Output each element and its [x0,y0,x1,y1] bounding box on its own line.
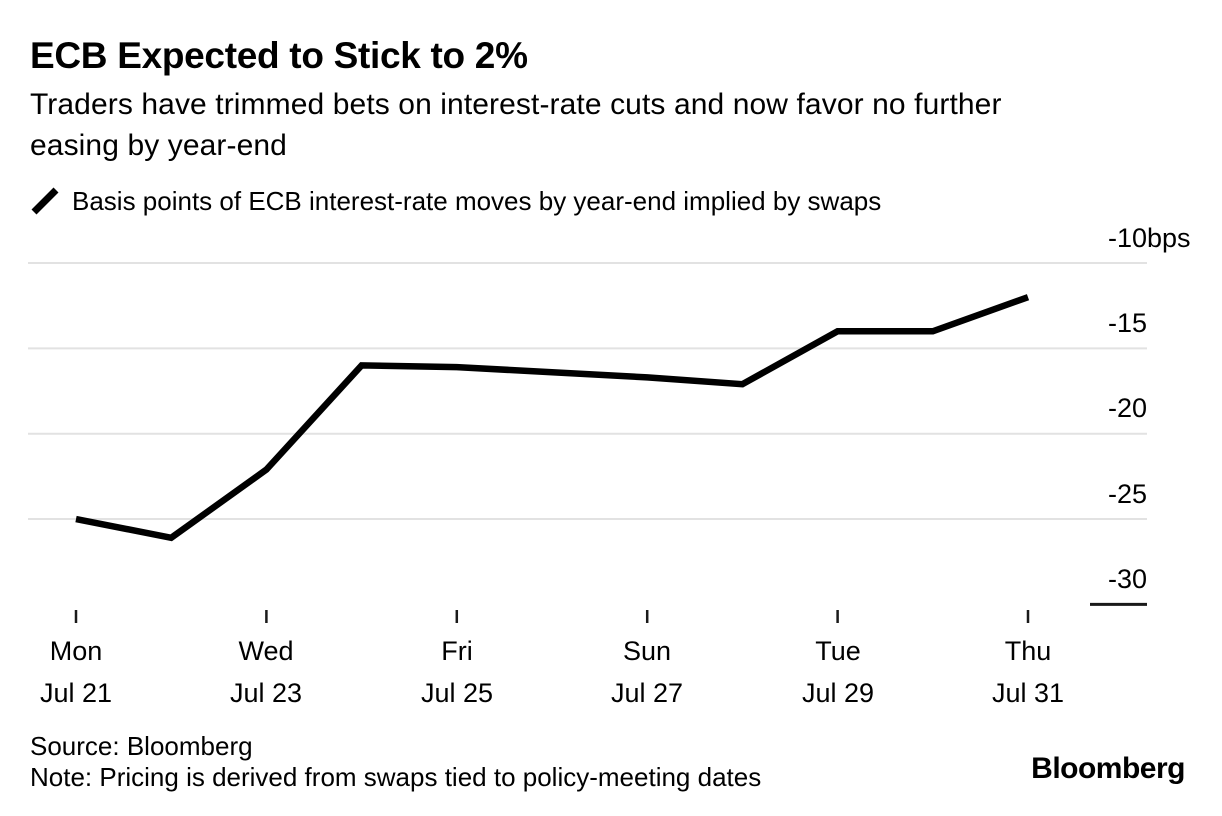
note-text: Note: Pricing is derived from swaps tied… [30,762,762,792]
y-axis-label--20: -20 [1107,393,1147,423]
page-title: ECB Expected to Stick to 2% [30,35,528,76]
y-axis-label--30: -30 [1107,564,1147,594]
x-axis-label-jul27: Sun Jul 27 [610,636,684,708]
chart-subtitle-line2: easing by year-end [30,129,287,162]
y-axis-label--15: -15 [1107,308,1147,338]
source-text: Source: Bloomberg [30,731,253,761]
x-axis-label-jul21: Mon Jul 21 [39,636,113,708]
y-axis-unit: bps [1147,223,1191,253]
y-axis-label--10: -10 bps [1107,223,1191,253]
x-axis-label-jul29: Tue Jul 29 [801,636,875,708]
line-series-swatch-icon [31,187,59,215]
x-axis-label-jul31: Thu Jul 31 [991,636,1065,708]
data-line [75,294,1030,542]
chart-subtitle-line1: Traders have trimmed bets on interest-ra… [30,88,1002,121]
chart-subtitle: Traders have trimmed bets on interest-ra… [30,84,1002,166]
legend-label: Basis points of ECB interest-rate moves … [72,186,882,216]
bloomberg-logo: Bloomberg [1031,752,1185,785]
x-axis-label-jul23: Wed Jul 23 [229,636,303,708]
y-axis-label--25: -25 [1107,479,1147,509]
x-axis-label-jul25: Fri Jul 25 [420,636,494,708]
chart-footer: Source: Bloomberg Note: Pricing is deriv… [30,731,761,793]
chart-legend: Basis points of ECB interest-rate moves … [30,186,881,216]
